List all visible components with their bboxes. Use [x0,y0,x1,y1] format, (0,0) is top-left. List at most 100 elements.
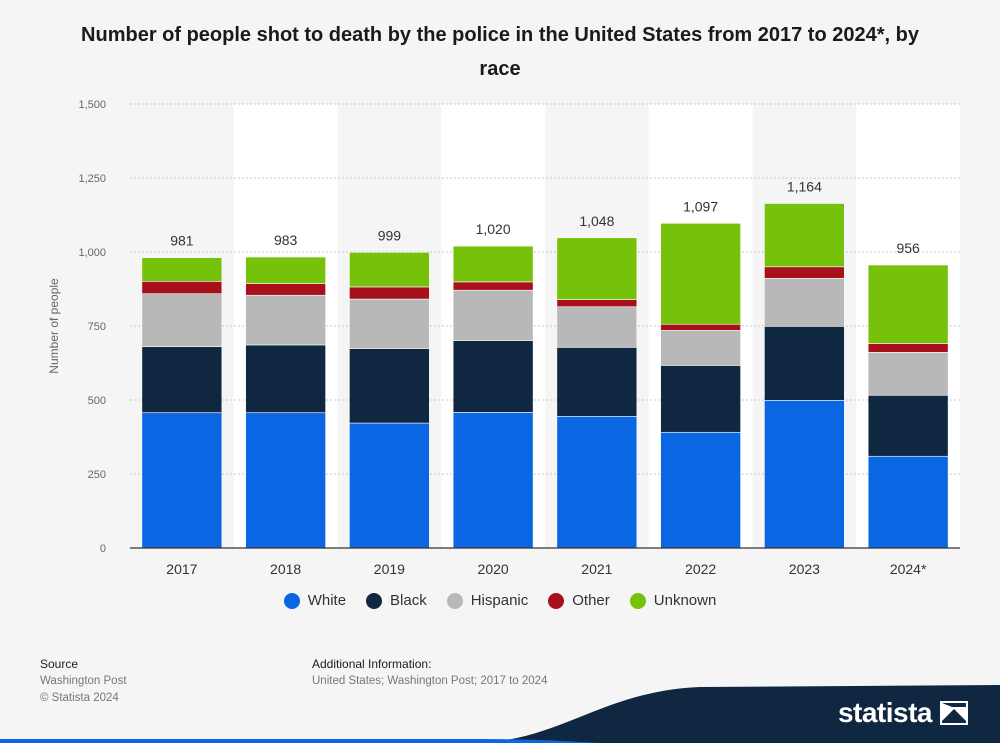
bar-stack-2019 [349,251,430,549]
legend-label: Black [390,592,427,609]
legend-label: White [307,592,347,609]
bar-segment-unknown [660,222,741,325]
total-label: 983 [274,232,298,248]
x-tick-label: 2022 [685,561,716,577]
additional-info-block: Additional Information: United States; W… [312,656,547,690]
legend-label: Other [572,592,610,609]
bar-segment-unknown [245,256,326,284]
y-tick-label: 1,500 [78,99,106,111]
bar-segment-hispanic [141,293,223,348]
bar-segment-other [556,299,638,308]
total-labels: 981 983 999 1,020 1,048 1,097 1,164 956 [170,178,920,256]
bar-segment-black [764,325,845,401]
source-block: Source Washington Post © Statista 2024 [40,656,127,707]
x-tick-label: 2020 [478,561,509,577]
legend-label: Unknown [653,592,717,609]
bar-segment-white [556,415,638,549]
legend-item-other[interactable]: Other [548,592,610,609]
bar-segment-other [141,281,223,295]
legend-swatch [283,592,300,609]
legend-swatch [366,592,383,609]
bar-stack-2021 [556,237,638,549]
bar-segment-hispanic [660,330,741,366]
bar-segment-other [764,266,845,279]
y-tick-label: 0 [100,543,106,555]
x-axis-ticks: 2017 2018 2019 2020 2021 2022 2023 2024* [166,561,927,577]
bar-segment-hispanic [764,278,845,327]
bar-segment-white [660,431,741,549]
bar-segment-other [245,283,326,296]
legend-item-unknown[interactable]: Unknown [629,592,717,609]
bar-stack-2022 [660,222,741,549]
total-label: 956 [896,240,920,256]
brand-wave-decoration [0,685,1000,743]
bar-stack-2018 [245,256,326,549]
bar-segment-hispanic [349,298,430,349]
additional-info-text: United States; Washington Post; 2017 to … [312,675,548,687]
bar-segment-hispanic [245,294,326,346]
bar-segment-white [349,422,430,549]
brand-name: statista [837,697,933,728]
y-tick-label: 500 [88,395,106,407]
bar-segment-unknown [349,251,430,288]
bar-segment-unknown [141,257,223,282]
statista-logo[interactable]: statista [838,697,968,729]
total-label: 1,097 [683,198,718,214]
bar-segment-unknown [764,203,845,268]
y-axis-title: Number of people [47,278,61,374]
y-axis-ticks: 0 250 500 750 1,000 1,250 1,500 [78,99,106,555]
total-label: 1,020 [476,221,511,237]
bar-stack-2020 [452,245,534,549]
legend-label: Hispanic [470,592,529,609]
bar-segment-other [452,281,534,291]
total-label: 981 [170,233,194,249]
statista-logo-icon [940,701,968,725]
bar-segment-white [245,412,326,549]
bar-segment-black [245,344,326,414]
x-tick-label: 2018 [270,561,301,577]
legend: White Black Hispanic Other Unknown [0,592,1000,609]
legend-swatch [548,592,565,609]
x-tick-label: 2017 [166,561,197,577]
bars [141,203,949,549]
bar-segment-hispanic [556,306,638,348]
copyright-text: © Statista 2024 [40,692,119,704]
total-label: 999 [378,227,402,243]
bar-segment-unknown [556,237,638,300]
legend-swatch [629,592,646,609]
additional-info-heading: Additional Information: [312,657,432,671]
total-label: 1,164 [787,178,822,194]
bar-segment-hispanic [452,289,534,341]
legend-item-hispanic[interactable]: Hispanic [446,592,529,609]
bar-segment-black [349,348,430,424]
bar-segment-unknown [867,264,949,344]
legend-item-black[interactable]: Black [366,592,427,609]
bar-segment-unknown [452,245,534,283]
bar-segment-black [660,365,741,433]
bar-segment-hispanic [867,352,949,396]
bar-segment-white [764,399,845,549]
x-tick-label: 2023 [789,561,820,577]
source-heading: Source [40,657,79,671]
bar-segment-black [556,347,638,417]
bar-segment-other [867,343,949,353]
bar-segment-black [141,346,223,414]
source-text: Washington Post [40,675,127,687]
x-tick-label: 2019 [374,561,405,577]
y-tick-label: 1,000 [78,247,106,259]
bar-segment-black [452,340,534,413]
bar-segment-white [141,412,223,549]
bar-stack-2017 [141,257,223,549]
bar-segment-black [867,394,949,457]
bar-segment-white [452,412,534,549]
legend-item-white[interactable]: White [283,592,347,609]
y-tick-label: 1,250 [78,173,106,185]
bar-stack-2024 [867,264,949,549]
bar-segment-white [867,455,949,549]
bar-segment-other [349,286,430,300]
total-label: 1,048 [579,213,614,229]
y-tick-label: 250 [88,469,106,481]
bar-segment-other [660,323,741,331]
legend-swatch [446,592,463,609]
